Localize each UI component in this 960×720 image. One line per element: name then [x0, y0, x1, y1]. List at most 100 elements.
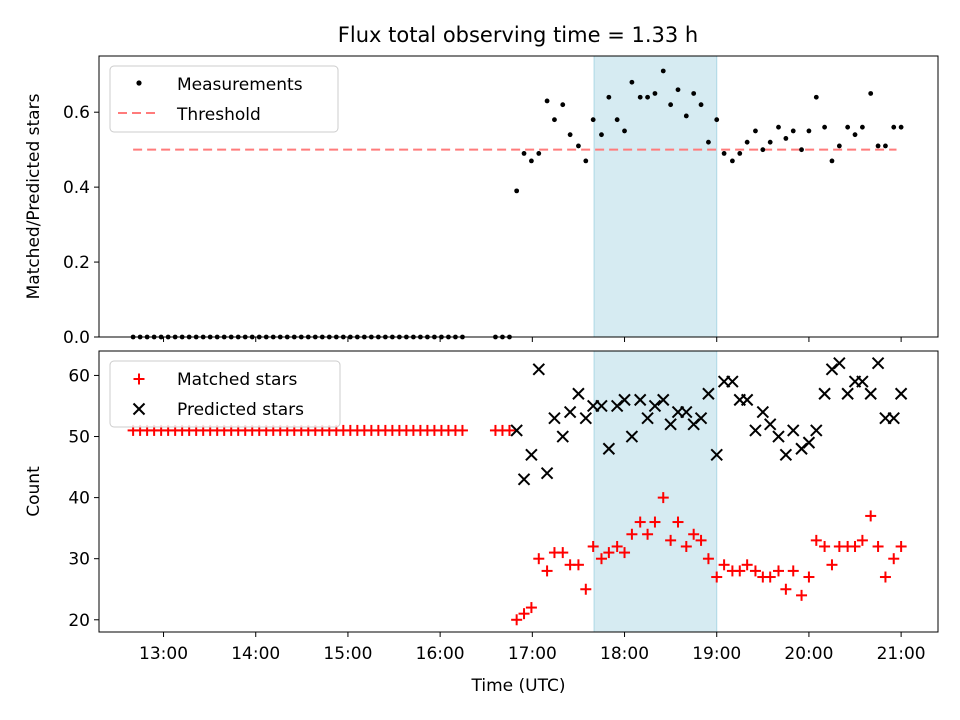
matched-star-point — [657, 492, 669, 504]
measurement-point — [729, 158, 735, 164]
matched-star-point — [888, 553, 900, 565]
predicted-star-point — [641, 411, 654, 425]
predicted-star-point — [694, 411, 708, 425]
predicted-star-point — [633, 393, 647, 407]
measurement-point — [675, 87, 681, 93]
cross-b — [810, 424, 823, 437]
legend-measurements-marker — [136, 80, 142, 86]
measurement-point — [652, 91, 658, 96]
legend-matched-marker — [133, 373, 145, 385]
measurement-point — [799, 147, 804, 153]
legend-threshold-label: Threshold — [176, 105, 261, 125]
measurement-point — [714, 117, 720, 123]
matched-star-point — [741, 559, 753, 571]
measurement-points — [130, 68, 904, 340]
top-x-ticks — [163, 337, 902, 342]
predicted-star-point — [540, 466, 554, 480]
cross-b — [833, 357, 846, 370]
measurement-point — [845, 124, 851, 130]
matched-star-point — [865, 510, 877, 522]
measurement-point — [614, 117, 620, 123]
cross-b — [572, 387, 585, 400]
bottom-axes-frame — [98, 350, 939, 633]
measurement-point — [567, 132, 573, 138]
cross-b — [648, 399, 662, 413]
cross-b — [625, 430, 639, 443]
y-tick-label: 60 — [68, 366, 90, 386]
measurement-point — [721, 151, 727, 156]
x-tick-label: 16:00 — [416, 644, 465, 664]
measurement-point — [891, 124, 897, 130]
predicted-star-point — [548, 411, 561, 425]
matched-star-point — [572, 559, 584, 571]
predicted-star-point — [710, 448, 723, 462]
matched-star-point — [849, 540, 861, 552]
predicted-star-point — [749, 424, 762, 437]
y-tick-label: 0.6 — [63, 103, 90, 123]
bottom-y-axis-label: Count — [24, 466, 44, 517]
matched-star-point — [642, 528, 654, 540]
matched-star-point — [665, 534, 677, 546]
predicted-star-point — [894, 387, 908, 400]
bottom-y-ticks: 20 30 40 50 60 — [68, 366, 99, 631]
cross-b — [787, 424, 800, 437]
legend-cross — [132, 402, 146, 416]
legend-predicted-label: Predicted stars — [177, 400, 304, 420]
matched-star-point — [511, 614, 523, 626]
top-legend: Measurements Threshold — [109, 65, 339, 133]
cross-b — [132, 402, 146, 416]
measurement-point — [668, 102, 674, 108]
predicted-star-point — [602, 442, 616, 455]
predicted-star-point — [517, 473, 531, 486]
matched-star-point — [702, 553, 714, 565]
predicted-star-point — [756, 405, 770, 419]
cross-b — [510, 424, 523, 437]
predicted-star-point — [657, 393, 670, 407]
matched-star-point — [826, 559, 838, 571]
measurement-point — [645, 94, 650, 100]
cross-b — [894, 387, 908, 400]
cross-b — [517, 473, 531, 486]
matched-star-point — [541, 565, 553, 577]
cross-b — [841, 387, 854, 400]
matched-star-point — [764, 571, 776, 583]
cross-b — [702, 387, 715, 400]
measurement-point — [552, 117, 557, 123]
cross-b — [548, 411, 561, 425]
matched-star-point — [796, 589, 808, 601]
measurement-point — [883, 143, 888, 149]
measurement-point — [813, 94, 819, 100]
matched-star-point — [772, 565, 784, 577]
predicted-star-point — [525, 448, 538, 462]
chart-title: Flux total observing time = 1.33 h — [338, 23, 698, 47]
measurement-point — [583, 158, 589, 164]
x-tick-label: 20:00 — [784, 644, 833, 664]
legend-measurements-label: Measurements — [177, 75, 303, 95]
matched-star-point — [595, 553, 607, 565]
measurement-point — [859, 124, 865, 130]
cross-b — [680, 405, 693, 419]
cross-b — [887, 411, 900, 425]
matched-star-point — [518, 608, 530, 620]
matched-star-point — [879, 571, 891, 583]
cross-b — [756, 405, 770, 419]
matched-star-point — [803, 571, 815, 583]
cross-b — [763, 418, 777, 431]
bottom-legend: Matched stars Predicted stars — [109, 360, 341, 428]
cross-b — [864, 387, 877, 400]
x-tick-label: 21:00 — [877, 644, 926, 664]
measurement-point — [822, 124, 827, 130]
predicted-star-point — [810, 424, 823, 437]
predicted-star-point — [532, 363, 545, 376]
legend-plus — [133, 373, 145, 385]
measurement-point — [898, 124, 904, 130]
predicted-star-point — [871, 357, 885, 370]
matched-star-point — [856, 534, 868, 546]
predicted-star-point — [595, 399, 608, 413]
measurement-point — [622, 128, 627, 134]
matched-star-point — [557, 547, 569, 559]
predicted-star-point — [680, 405, 693, 419]
matched-star-point — [611, 540, 623, 552]
measurement-point — [776, 124, 781, 130]
